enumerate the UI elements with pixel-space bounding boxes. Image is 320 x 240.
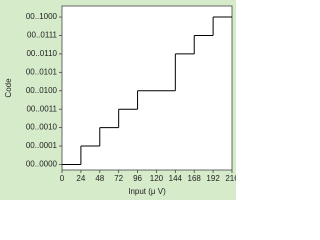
y-tick-label: 00..0111 [27, 31, 58, 40]
x-axis-label: Input (μ V) [128, 187, 166, 196]
y-axis-label: Code [4, 78, 13, 98]
y-tick-label: 00..1000 [26, 12, 58, 21]
x-tick-label: 120 [150, 174, 164, 183]
y-tick-label: 00..0011 [26, 104, 57, 113]
x-tick-label: 144 [169, 174, 183, 183]
x-tick-label: 24 [76, 174, 85, 183]
x-tick-label: 216 [225, 174, 236, 183]
y-tick-label: 00..0100 [26, 86, 58, 95]
x-tick-label: 192 [206, 174, 220, 183]
y-tick-label: 00..0001 [26, 141, 58, 150]
x-tick-label: 48 [95, 174, 104, 183]
y-tick-label: 00..0000 [26, 160, 58, 169]
y-tick-label: 00..0110 [26, 49, 57, 58]
x-tick-label: 0 [60, 174, 65, 183]
x-tick-label: 96 [133, 174, 142, 183]
x-tick-label: 168 [188, 174, 202, 183]
chart: Input (μ V) Code 0 24 48 72 96 120 144 168 192 21… [0, 0, 236, 200]
x-tick-label: 72 [114, 174, 123, 183]
y-tick-label: 00..0101 [26, 67, 58, 76]
y-tick-label: 00..0010 [26, 123, 58, 132]
plot-area [61, 5, 233, 171]
